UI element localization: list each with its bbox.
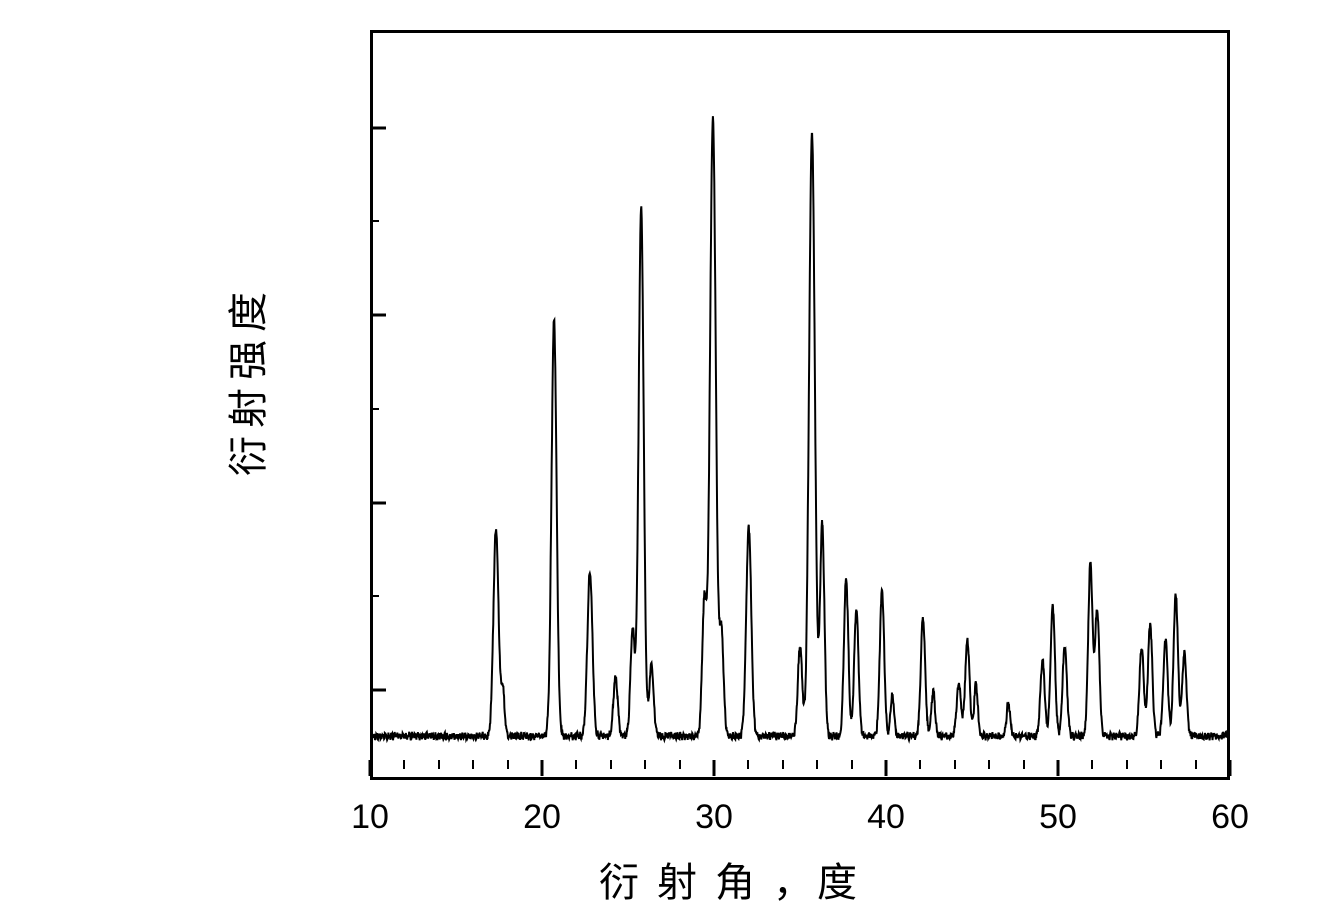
y-tick-major xyxy=(370,689,386,692)
x-tick-minor xyxy=(988,760,990,769)
x-tick-minor xyxy=(472,760,474,769)
x-tick-minor xyxy=(644,760,646,769)
x-tick-minor xyxy=(438,760,440,769)
x-tick-minor xyxy=(747,760,749,769)
x-tick-minor xyxy=(782,760,784,769)
x-tick-minor xyxy=(1023,760,1025,769)
x-tick-minor xyxy=(575,760,577,769)
x-axis-label: 衍 射 角 ，度 xyxy=(599,850,861,908)
y-tick-major xyxy=(370,314,386,317)
x-tick-major xyxy=(885,760,888,776)
plot-area xyxy=(370,30,1230,780)
x-tick-minor xyxy=(919,760,921,769)
x-tick-label: 20 xyxy=(523,798,561,837)
x-tick-minor xyxy=(1160,760,1162,769)
x-tick-label: 10 xyxy=(351,798,389,837)
x-tick-minor xyxy=(403,760,405,769)
x-tick-minor xyxy=(507,760,509,769)
y-tick-minor xyxy=(370,220,379,222)
x-tick-minor xyxy=(1091,760,1093,769)
x-tick-minor xyxy=(851,760,853,769)
xrd-line-plot xyxy=(373,33,1227,777)
x-tick-major xyxy=(369,760,372,776)
x-tick-minor xyxy=(954,760,956,769)
x-tick-label: 50 xyxy=(1039,798,1077,837)
x-tick-minor xyxy=(679,760,681,769)
x-tick-label: 40 xyxy=(867,798,905,837)
x-tick-major xyxy=(1229,760,1232,776)
y-tick-minor xyxy=(370,595,379,597)
y-tick-major xyxy=(370,126,386,129)
x-tick-label: 60 xyxy=(1211,798,1249,837)
y-tick-minor xyxy=(370,408,379,410)
x-tick-minor xyxy=(610,760,612,769)
x-tick-minor xyxy=(1126,760,1128,769)
x-tick-minor xyxy=(1195,760,1197,769)
x-tick-minor xyxy=(816,760,818,769)
y-tick-major xyxy=(370,501,386,504)
x-tick-major xyxy=(713,760,716,776)
x-tick-label: 30 xyxy=(695,798,733,837)
y-axis-label: 衍射强度 xyxy=(216,284,274,476)
xrd-chart xyxy=(310,20,1240,850)
x-tick-major xyxy=(541,760,544,776)
x-tick-major xyxy=(1057,760,1060,776)
